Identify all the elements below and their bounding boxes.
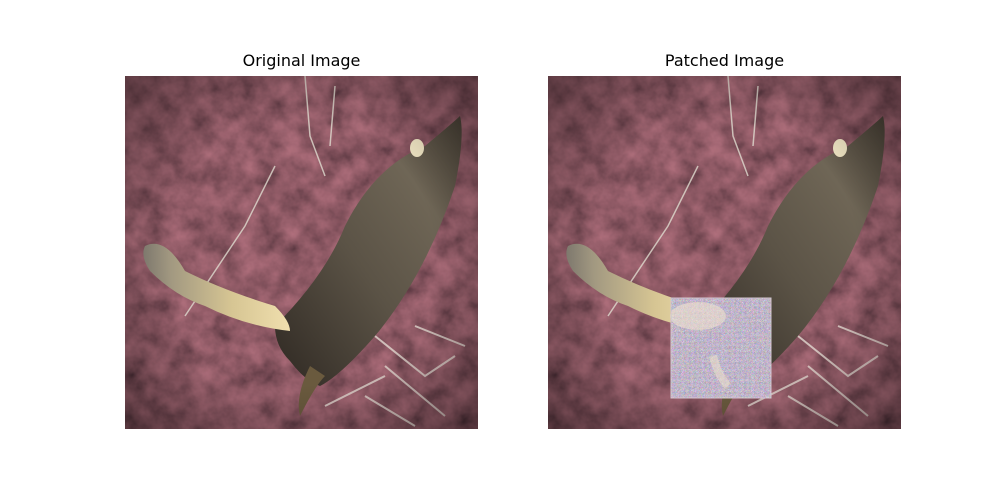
original-image <box>125 76 478 429</box>
patched-image <box>548 76 901 429</box>
original-image-title: Original Image <box>242 51 361 70</box>
adversarial-patch <box>670 297 772 399</box>
fish-scene-patched <box>548 76 901 429</box>
fish-scene-original <box>125 76 478 429</box>
patched-image-title: Patched Image <box>664 51 785 70</box>
